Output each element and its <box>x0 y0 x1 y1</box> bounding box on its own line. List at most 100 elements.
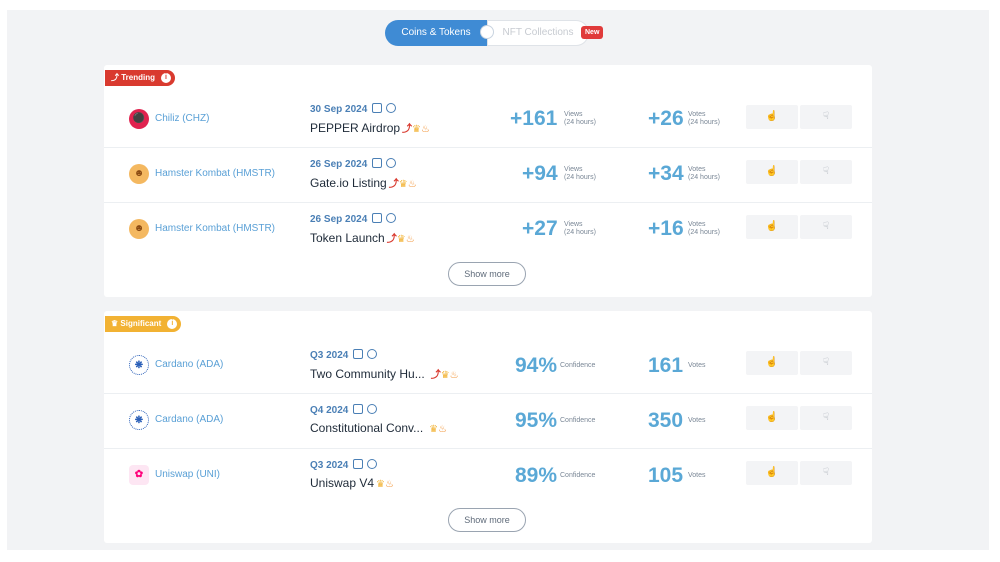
event-date: 26 Sep 2024 <box>310 213 397 225</box>
show-more-button[interactable]: Show more <box>448 508 526 532</box>
thumbs-down-button[interactable]: ☟ <box>800 351 852 375</box>
cardano-logo-icon: ❋ <box>129 410 149 430</box>
thumbs-down-icon: ☟ <box>822 111 830 122</box>
event-row[interactable]: ⚫ Chiliz (CHZ) 30 Sep 2024 PEPPER Airdro… <box>104 93 872 148</box>
fire-icon: ♨ <box>385 479 394 490</box>
uniswap-logo-icon: ✿ <box>129 465 149 485</box>
crown-icon: ♛ <box>412 124 422 135</box>
cardano-logo-icon: ❋ <box>129 355 149 375</box>
thumbs-up-icon: ☝ <box>765 357 779 368</box>
crown-icon: ♛ <box>440 370 450 381</box>
nft-collections-tab[interactable]: NFT Collections <box>487 20 589 46</box>
thumbs-up-icon: ☝ <box>765 467 779 478</box>
calendar-icon <box>372 103 383 113</box>
event-row[interactable]: ☻ Hamster Kombat (HMSTR) 26 Sep 2024 Gat… <box>104 148 872 203</box>
clock-icon <box>386 158 397 168</box>
thumbs-up-button[interactable]: ☝ <box>746 461 798 485</box>
votes-label: Votes <box>688 362 706 369</box>
votes-label: Votes <box>688 472 706 479</box>
views-count: +161 <box>510 107 558 130</box>
event-title[interactable]: Constitutional Conv... ♛♨ <box>310 421 448 435</box>
trending-badge-label: Trending <box>121 73 156 82</box>
thumbs-up-button[interactable]: ☝ <box>746 215 798 239</box>
thumbs-down-button[interactable]: ☟ <box>800 105 852 129</box>
thumbs-down-button[interactable]: ☟ <box>800 406 852 430</box>
event-title[interactable]: Gate.io Listing ⤴♛♨ <box>310 176 417 190</box>
confidence-value: 95% <box>515 409 558 432</box>
category-toggle[interactable]: Coins & Tokens NFT Collections New <box>385 20 607 46</box>
thumbs-down-icon: ☟ <box>822 357 830 368</box>
thumbs-up-icon: ☝ <box>765 166 779 177</box>
votes-label: Votes (24 hours) <box>688 221 720 236</box>
thumbs-down-button[interactable]: ☟ <box>800 461 852 485</box>
coin-name[interactable]: Hamster Kombat (HMSTR) <box>155 223 276 234</box>
info-icon[interactable]: i <box>161 73 172 83</box>
coin-name[interactable]: Chiliz (CHZ) <box>155 113 210 124</box>
event-row[interactable]: ✿ Uniswap (UNI) Q3 2024 Uniswap V4 ♛♨ 89%… <box>104 449 872 504</box>
hamster-logo-icon: ☻ <box>129 164 149 184</box>
event-date: Q3 2024 <box>310 349 378 361</box>
event-date: Q3 2024 <box>310 459 378 471</box>
toggle-knob[interactable] <box>480 25 494 39</box>
crown-icon: ♛ <box>376 479 385 490</box>
event-row[interactable]: ☻ Hamster Kombat (HMSTR) 26 Sep 2024 Tok… <box>104 203 872 258</box>
thumbs-up-button[interactable]: ☝ <box>746 160 798 184</box>
fire-icon: ♨ <box>449 370 459 381</box>
thumbs-up-icon: ☝ <box>765 221 779 232</box>
confidence-label: Confidence <box>560 417 596 424</box>
calendar-icon <box>353 459 364 469</box>
crown-icon: ♛ <box>396 234 406 245</box>
thumbs-down-icon: ☟ <box>822 166 830 177</box>
event-date: 30 Sep 2024 <box>310 103 397 115</box>
fire-icon: ♨ <box>405 234 415 245</box>
votes-label: Votes (24 hours) <box>688 111 720 126</box>
views-count: +94 <box>522 162 558 185</box>
views-count: +27 <box>522 217 558 240</box>
votes-count: +16 <box>648 217 684 240</box>
crown-icon: ♛ <box>111 319 119 328</box>
coin-name[interactable]: Hamster Kombat (HMSTR) <box>155 168 276 179</box>
thumbs-up-button[interactable]: ☝ <box>746 105 798 129</box>
calendar-icon <box>353 404 364 414</box>
event-title[interactable]: Uniswap V4 ♛♨ <box>310 476 394 490</box>
event-title[interactable]: Two Community Hu... ⤴♛♨ <box>310 367 459 381</box>
thumbs-down-icon: ☟ <box>822 467 830 478</box>
thumbs-down-button[interactable]: ☟ <box>800 160 852 184</box>
calendar-icon <box>353 349 364 359</box>
clock-icon <box>367 404 378 414</box>
event-title[interactable]: PEPPER Airdrop ⤴♛♨ <box>310 121 430 135</box>
thumbs-up-icon: ☝ <box>765 111 779 122</box>
trending-arrow-icon: ⤴ <box>430 370 441 381</box>
views-label: Views (24 hours) <box>564 111 596 126</box>
coin-name[interactable]: Uniswap (UNI) <box>155 469 221 480</box>
votes-count: 105 <box>648 464 684 487</box>
votes-count: +26 <box>648 107 684 130</box>
thumbs-down-button[interactable]: ☟ <box>800 215 852 239</box>
clock-icon <box>367 459 378 469</box>
trending-arrow-icon: ⤴ <box>111 73 119 82</box>
views-label: Views (24 hours) <box>564 166 596 181</box>
show-more-button[interactable]: Show more <box>448 262 526 286</box>
event-title[interactable]: Token Launch ⤴♛♨ <box>310 231 415 245</box>
confidence-value: 94% <box>515 354 558 377</box>
hamster-logo-icon: ☻ <box>129 219 149 239</box>
event-date: Q4 2024 <box>310 404 378 416</box>
trending-arrow-icon: ⤴ <box>388 179 399 190</box>
info-icon[interactable]: i <box>167 319 178 329</box>
thumbs-up-button[interactable]: ☝ <box>746 351 798 375</box>
clock-icon <box>367 349 378 359</box>
coins-tokens-tab[interactable]: Coins & Tokens <box>385 20 487 46</box>
trending-badge: ⤴ Trending i <box>105 70 176 86</box>
fire-icon: ♨ <box>438 424 448 435</box>
event-row[interactable]: ❋ Cardano (ADA) Q3 2024 Two Community Hu… <box>104 339 872 394</box>
coin-name[interactable]: Cardano (ADA) <box>155 414 224 425</box>
fire-icon: ♨ <box>407 179 417 190</box>
coin-name[interactable]: Cardano (ADA) <box>155 359 224 370</box>
thumbs-down-icon: ☟ <box>822 221 830 232</box>
votes-label: Votes (24 hours) <box>688 166 720 181</box>
event-row[interactable]: ❋ Cardano (ADA) Q4 2024 Constitutional C… <box>104 394 872 449</box>
confidence-value: 89% <box>515 464 558 487</box>
thumbs-up-button[interactable]: ☝ <box>746 406 798 430</box>
trending-panel: ⤴ Trending i ⚫ Chiliz (CHZ) 30 Sep 2024 … <box>104 65 872 297</box>
votes-count: 161 <box>648 354 684 377</box>
